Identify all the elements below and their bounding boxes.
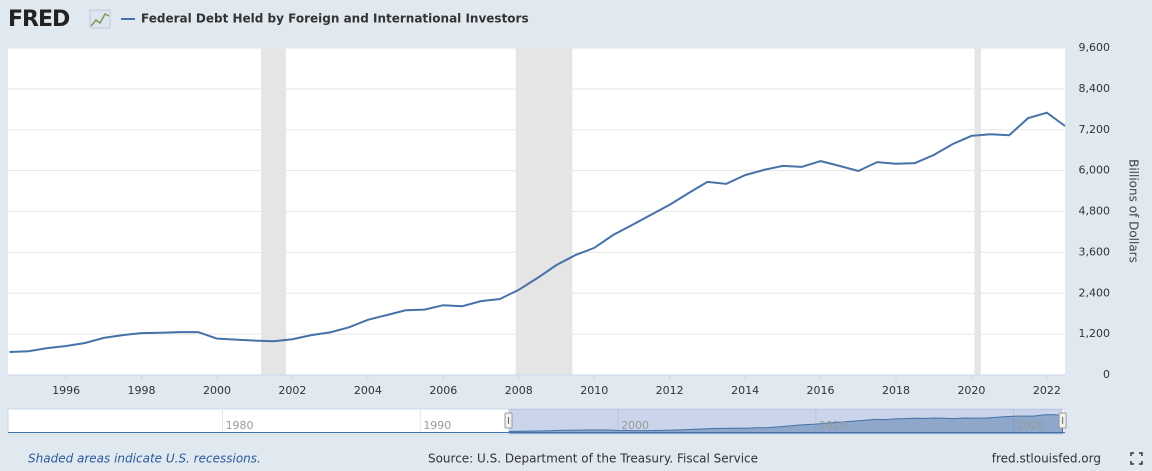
y-tick-label: 4,800 bbox=[1079, 205, 1111, 218]
x-tick-label: 2002 bbox=[278, 384, 306, 397]
x-tick-label: 2018 bbox=[882, 384, 910, 397]
x-tick-label: 2016 bbox=[807, 384, 835, 397]
y-tick-label: 7,200 bbox=[1079, 123, 1111, 136]
y-tick-label: 6,000 bbox=[1079, 164, 1111, 177]
x-tick-label: 1996 bbox=[52, 384, 80, 397]
navigator-label: 2020 bbox=[1017, 419, 1045, 432]
navigator-label: 2010 bbox=[819, 419, 847, 432]
x-tick-label: 2008 bbox=[505, 384, 533, 397]
navigator-area bbox=[508, 414, 1064, 434]
navigator-label: 1980 bbox=[226, 419, 254, 432]
x-tick-label: 2020 bbox=[957, 384, 985, 397]
x-tick-label: 2000 bbox=[203, 384, 231, 397]
y-tick-label: 9,600 bbox=[1079, 41, 1111, 54]
x-tick-label: 2022 bbox=[1033, 384, 1061, 397]
navigator-label: 2000 bbox=[621, 419, 649, 432]
navigator-selection bbox=[508, 409, 1063, 433]
x-tick-label: 2014 bbox=[731, 384, 759, 397]
fullscreen-icon[interactable] bbox=[1130, 452, 1143, 465]
x-tick-label: 2006 bbox=[429, 384, 457, 397]
y-axis-title: Billions of Dollars bbox=[1127, 159, 1141, 263]
y-tick-label: 0 bbox=[1103, 368, 1110, 381]
series-line bbox=[9, 111, 1066, 353]
x-tick-label: 2004 bbox=[354, 384, 382, 397]
site-link[interactable]: fred.stlouisfed.org bbox=[992, 452, 1101, 466]
source: Source: U.S. Department of the Treasury.… bbox=[428, 452, 758, 466]
y-tick-label: 1,200 bbox=[1079, 327, 1111, 340]
navigator[interactable] bbox=[7, 408, 1066, 435]
y-tick-label: 2,400 bbox=[1079, 286, 1111, 299]
logo[interactable]: FRED bbox=[8, 7, 71, 32]
y-tick-label: 8,400 bbox=[1079, 82, 1111, 95]
y-tick-label: 3,600 bbox=[1079, 245, 1111, 258]
recession-note: Shaded areas indicate U.S. recessions. bbox=[28, 452, 261, 466]
series-title[interactable]: Federal Debt Held by Foreign and Interna… bbox=[141, 12, 529, 26]
logo-icon bbox=[89, 9, 111, 29]
x-tick-label: 2012 bbox=[656, 384, 684, 397]
x-tick-label: 2010 bbox=[580, 384, 608, 397]
x-tick-label: 1998 bbox=[128, 384, 156, 397]
navigator-label: 1990 bbox=[423, 419, 451, 432]
